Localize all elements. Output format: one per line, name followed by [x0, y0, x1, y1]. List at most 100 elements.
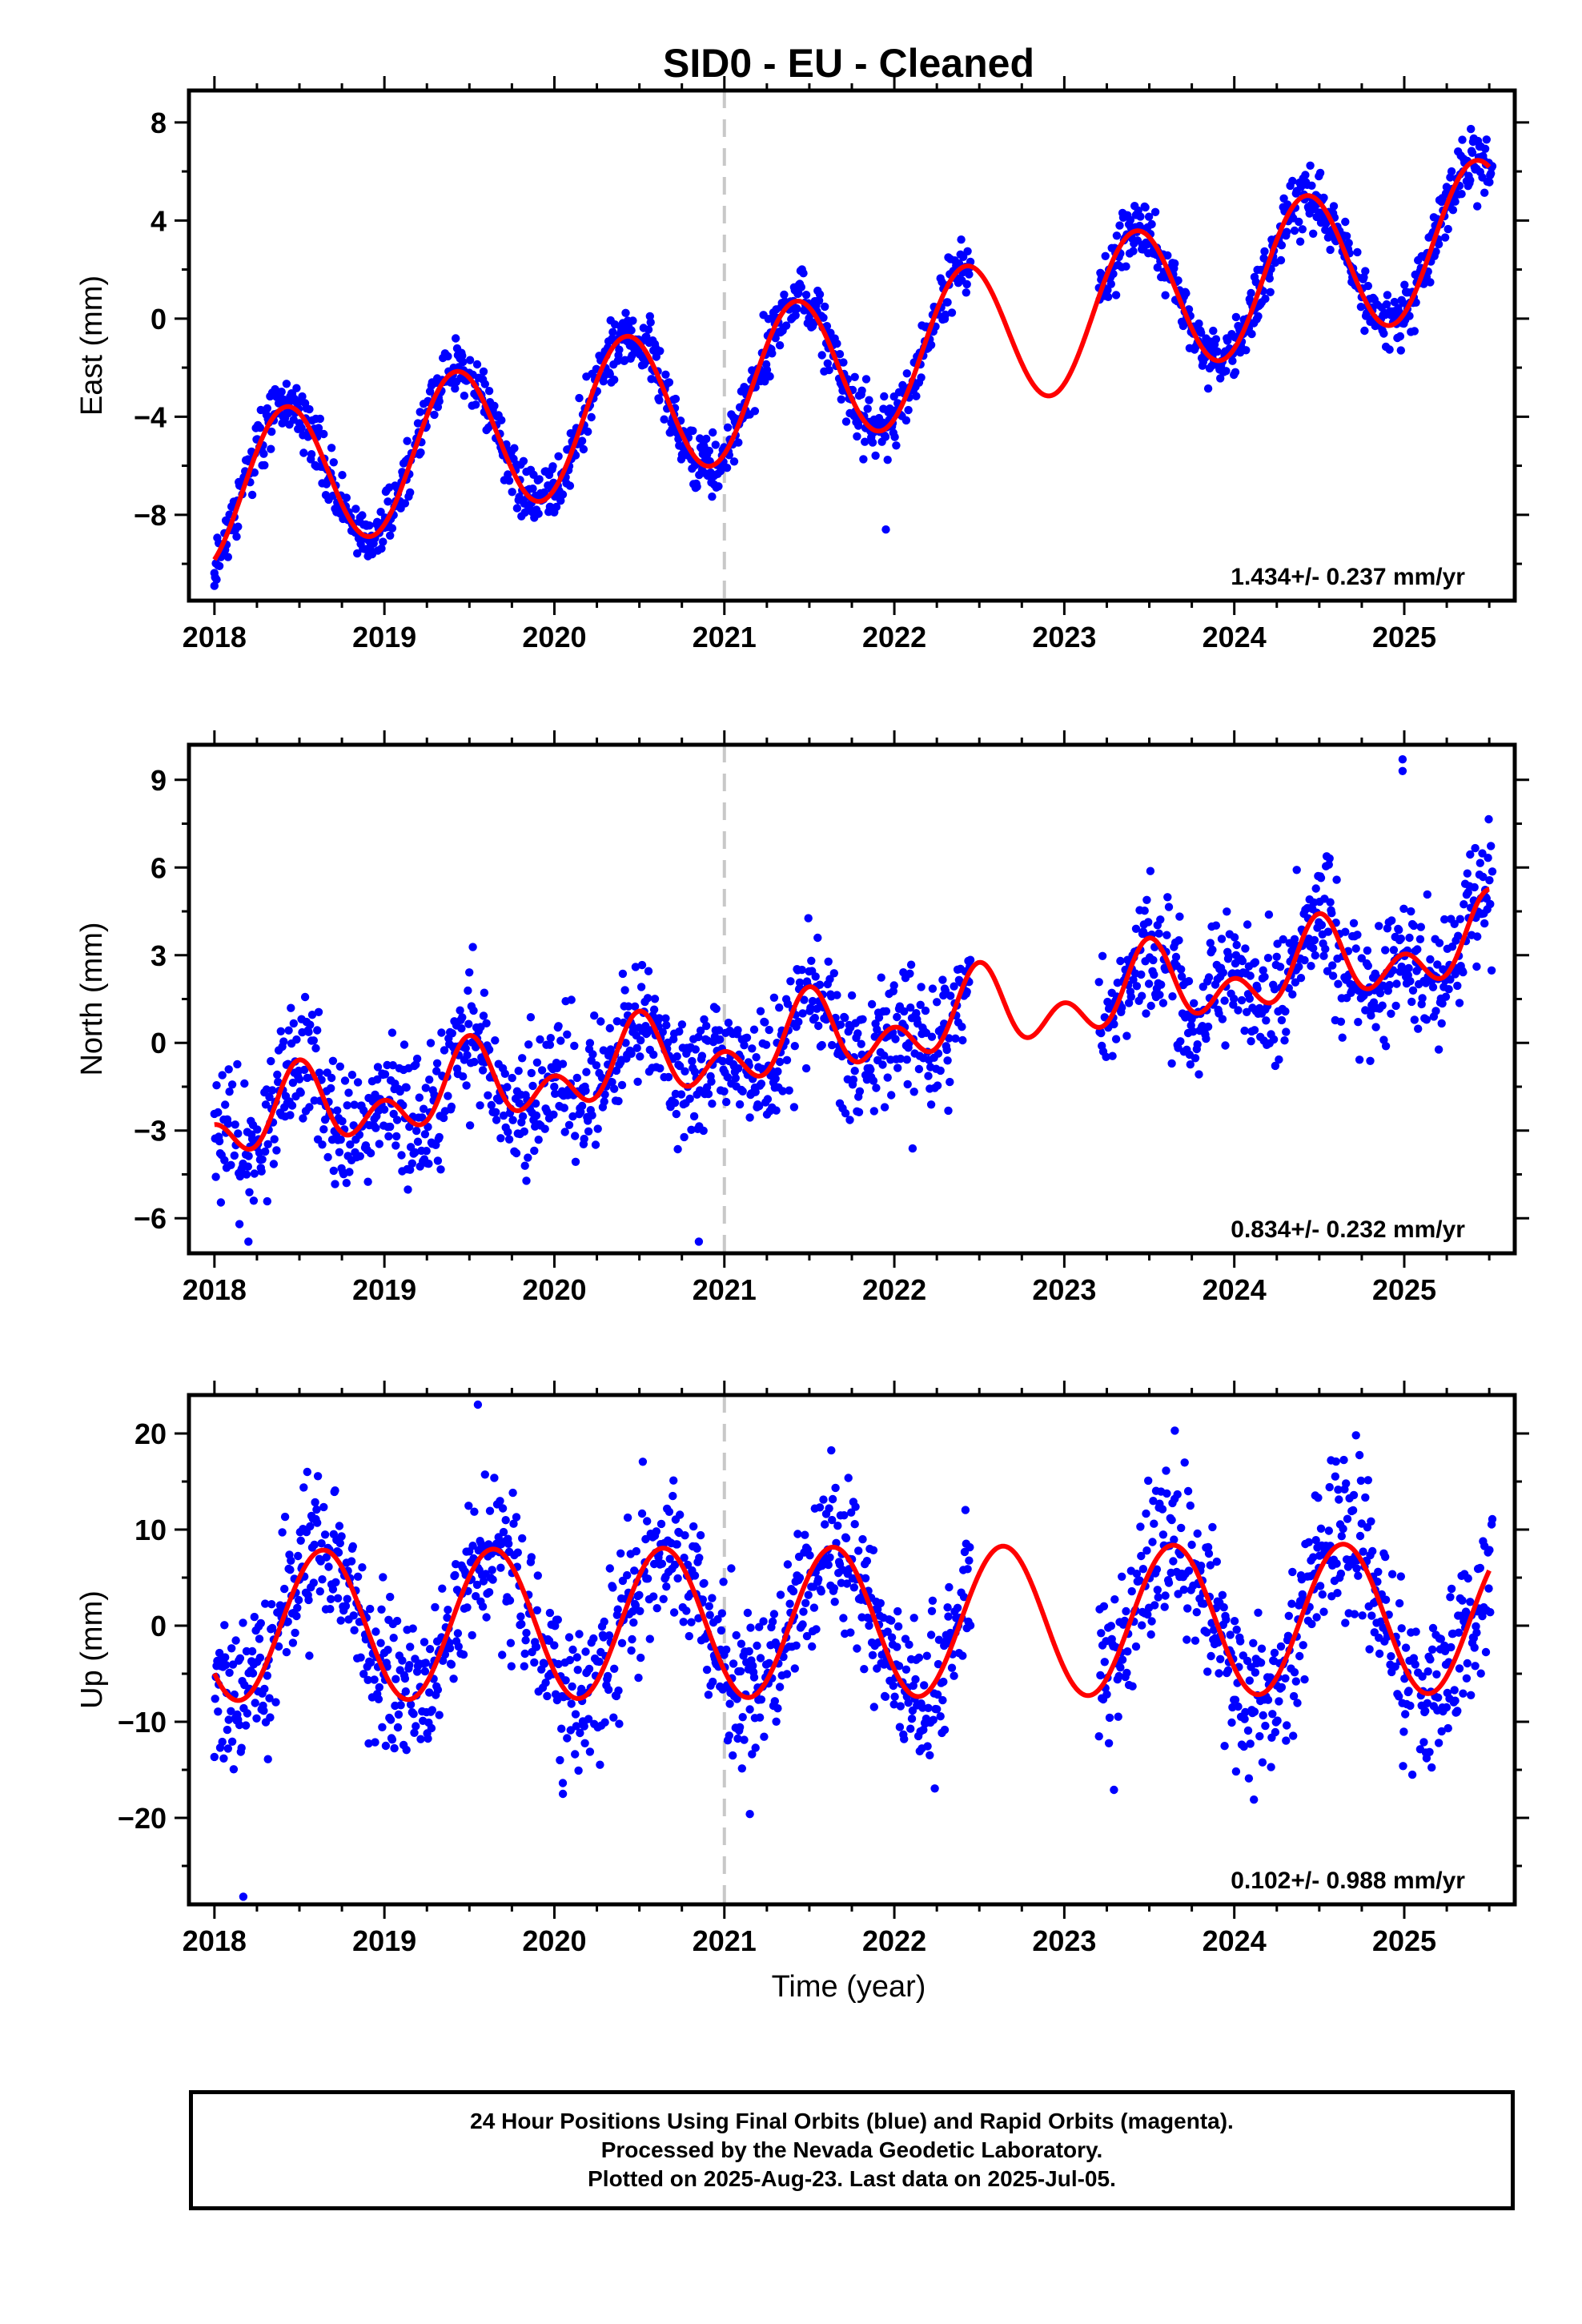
data-point [535, 475, 544, 484]
data-point [1127, 1586, 1136, 1596]
data-point [1426, 1655, 1435, 1664]
data-point [572, 1073, 581, 1083]
data-point [472, 1580, 482, 1590]
data-point [279, 1037, 288, 1046]
data-point [700, 1578, 709, 1588]
data-point [613, 1605, 622, 1614]
data-point [738, 1087, 747, 1096]
data-point [1343, 1514, 1352, 1523]
data-point [1390, 297, 1399, 307]
data-point [689, 426, 697, 436]
data-point [1411, 1627, 1420, 1636]
data-point [610, 1084, 619, 1093]
data-point [825, 975, 834, 983]
outlier-point [210, 581, 219, 590]
data-point [1476, 858, 1485, 867]
data-point [1464, 1574, 1472, 1583]
data-point [673, 1144, 682, 1154]
data-point [315, 414, 324, 424]
data-point [353, 549, 362, 558]
data-point [1154, 929, 1163, 938]
data-point [420, 1638, 429, 1647]
data-point [327, 1084, 335, 1093]
data-point [643, 1517, 652, 1526]
data-point [800, 995, 809, 1004]
data-point [1379, 981, 1387, 991]
data-point [833, 991, 841, 999]
data-point [742, 1033, 752, 1043]
data-point [1174, 276, 1182, 285]
data-point [933, 998, 942, 1007]
data-point [1257, 1644, 1267, 1653]
data-point [1244, 1774, 1254, 1783]
data-point [1168, 992, 1177, 1001]
data-point [533, 1571, 542, 1580]
data-point [412, 1054, 422, 1063]
data-point [345, 1168, 354, 1176]
data-point [1431, 1007, 1440, 1015]
data-point [324, 1562, 333, 1571]
data-point [554, 452, 563, 460]
data-point [1447, 1584, 1456, 1594]
data-point [255, 424, 265, 432]
data-point [584, 1715, 593, 1723]
data-point [593, 1124, 602, 1133]
data-point [522, 1176, 531, 1185]
data-point [903, 1080, 912, 1089]
data-point [1354, 1571, 1363, 1580]
data-point [907, 1715, 917, 1723]
data-point [725, 1699, 734, 1708]
data-point [670, 1560, 680, 1570]
data-point [464, 1502, 473, 1510]
x-tick-label: 2019 [352, 1924, 416, 1957]
data-point [1476, 1669, 1485, 1678]
data-point [1219, 1602, 1228, 1612]
data-point [404, 1185, 412, 1194]
data-point [492, 1108, 500, 1117]
data-point [775, 341, 785, 350]
data-point [343, 1594, 351, 1603]
data-point [608, 1583, 617, 1592]
data-point [797, 965, 806, 975]
data-point [655, 396, 664, 404]
data-point [261, 1147, 270, 1156]
data-point [815, 290, 825, 299]
data-point [1363, 946, 1372, 955]
data-point [420, 1130, 430, 1139]
data-point [1174, 936, 1183, 945]
data-point [775, 1057, 785, 1067]
data-point [1150, 970, 1158, 979]
data-point [1298, 225, 1307, 234]
data-point [1332, 1559, 1341, 1568]
data-point [504, 476, 514, 485]
data-point [296, 1536, 305, 1546]
data-point [490, 1474, 499, 1482]
data-point [1366, 1056, 1375, 1066]
data-point [1341, 927, 1350, 936]
data-point [731, 1074, 740, 1083]
data-point [314, 1007, 323, 1017]
data-point [400, 1040, 409, 1049]
data-point [231, 1120, 239, 1129]
data-point [740, 1735, 749, 1744]
data-point [652, 1604, 661, 1613]
data-point [276, 1027, 285, 1036]
data-point [408, 1624, 417, 1633]
data-point [335, 1148, 344, 1157]
data-point [416, 1735, 425, 1743]
data-point [386, 1715, 396, 1724]
data-point [1291, 978, 1300, 987]
data-point [779, 1652, 788, 1662]
data-point [757, 1695, 766, 1704]
data-point [1143, 1610, 1152, 1619]
y-tick-label: 0 [151, 303, 167, 336]
data-point [520, 1662, 528, 1671]
data-point [630, 1002, 640, 1011]
data-point [552, 502, 561, 512]
data-point [227, 1644, 236, 1653]
data-point [734, 1064, 743, 1073]
data-point [1324, 1526, 1334, 1535]
data-point [582, 1068, 591, 1076]
data-point [1122, 262, 1130, 271]
data-point [532, 1111, 541, 1120]
